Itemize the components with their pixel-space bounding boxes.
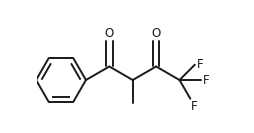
Text: F: F	[197, 58, 203, 71]
Text: O: O	[105, 27, 114, 40]
Text: F: F	[191, 100, 198, 113]
Text: O: O	[151, 27, 161, 40]
Text: F: F	[203, 74, 210, 86]
